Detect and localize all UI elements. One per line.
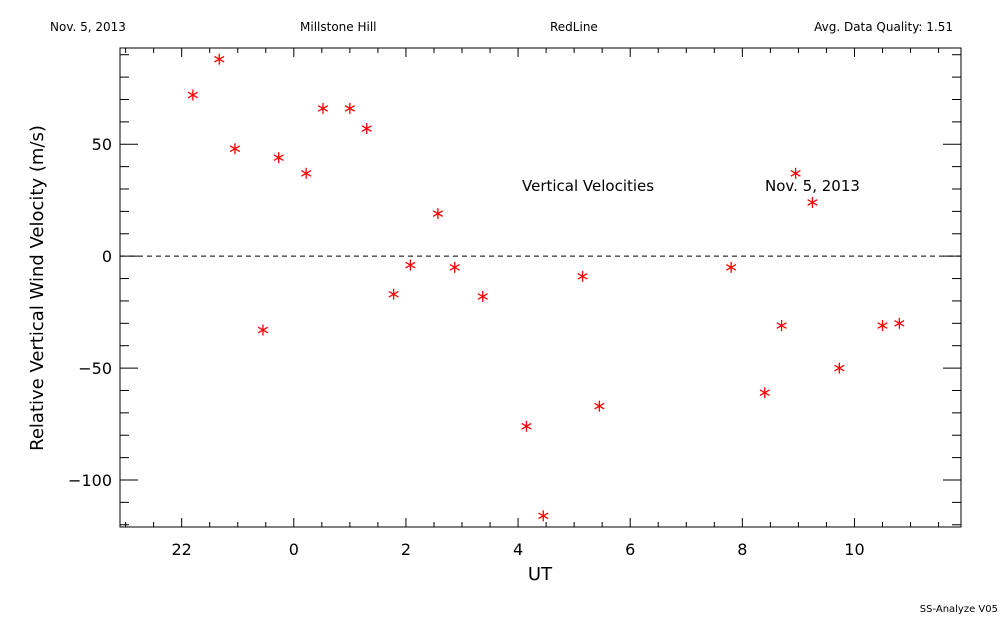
data-point-stroke [521, 422, 532, 430]
header-quality: Avg. Data Quality: 1.51 [814, 20, 953, 34]
data-point-stroke [317, 105, 329, 112]
data-point-stroke [577, 272, 588, 280]
data-point-stroke [229, 145, 241, 153]
y-tick-label: −50 [78, 359, 112, 378]
data-point-stroke [776, 322, 787, 329]
data-point [834, 362, 845, 374]
data-point [521, 420, 532, 432]
x-tick-label: 6 [625, 540, 635, 559]
x-tick-label: 0 [289, 540, 299, 559]
data-point-stroke [449, 263, 460, 271]
annotation-date: Nov. 5, 2013 [765, 177, 860, 195]
data-point-stroke [361, 125, 372, 132]
data-point-stroke [894, 319, 905, 327]
x-tick-label: 2 [401, 540, 411, 559]
x-tick-label: 8 [737, 540, 747, 559]
data-point [361, 123, 372, 135]
data-point-stroke [807, 199, 818, 206]
data-point [577, 270, 588, 282]
x-axis-title: UT [528, 564, 553, 585]
x-tick-label: 10 [844, 540, 864, 559]
data-point [894, 317, 905, 329]
data-point [273, 152, 284, 164]
data-point [594, 400, 605, 412]
data-point [405, 259, 416, 271]
data-point-stroke [538, 512, 549, 520]
data-point [214, 53, 225, 65]
data-point-stroke [877, 322, 888, 329]
annotation-title: Vertical Velocities [522, 177, 654, 195]
y-tick-label: 50 [92, 135, 112, 154]
data-point [187, 89, 199, 101]
header-line: RedLine [550, 20, 598, 34]
data-point-stroke [477, 293, 488, 300]
data-point [388, 288, 399, 300]
data-point-stroke [594, 402, 605, 410]
data-point-stroke [759, 389, 770, 397]
data-points [187, 53, 905, 522]
header-site: Millstone Hill [300, 20, 376, 34]
data-point-stroke [344, 105, 356, 112]
data-point [432, 208, 444, 220]
data-point [449, 261, 460, 273]
x-tick-label: 22 [171, 540, 191, 559]
data-point [807, 196, 818, 208]
y-tick-label: 0 [102, 247, 112, 266]
data-point [759, 387, 770, 399]
data-point [257, 324, 269, 336]
data-point [477, 290, 488, 302]
data-point-stroke [257, 326, 269, 334]
data-point [301, 167, 312, 179]
data-point-stroke [273, 154, 284, 162]
data-point [790, 167, 801, 179]
data-point-stroke [790, 169, 801, 177]
data-point-stroke [725, 263, 737, 271]
data-point-stroke [405, 261, 416, 269]
data-point [725, 261, 737, 273]
data-point [538, 510, 549, 522]
data-point [344, 102, 356, 114]
data-point-stroke [432, 210, 444, 217]
y-axis-title: Relative Vertical Wind Velocity (m/s) [27, 125, 48, 451]
data-point [317, 102, 329, 114]
data-point [229, 143, 241, 155]
header-date: Nov. 5, 2013 [50, 20, 126, 34]
x-tick-label: 4 [513, 540, 523, 559]
y-tick-label: −100 [68, 471, 112, 490]
data-point-stroke [214, 55, 225, 63]
data-point [877, 320, 888, 332]
data-point-stroke [301, 169, 312, 177]
data-point [776, 320, 787, 332]
data-point-stroke [834, 364, 845, 372]
plot-frame [119, 47, 962, 528]
axes-ticks: 22 0 2 4 6 8 10 50 0 −50 −100 [68, 48, 961, 559]
footer-version: SS-Analyze V05 [920, 604, 998, 615]
data-point-stroke [388, 290, 399, 298]
data-point-stroke [187, 91, 199, 99]
